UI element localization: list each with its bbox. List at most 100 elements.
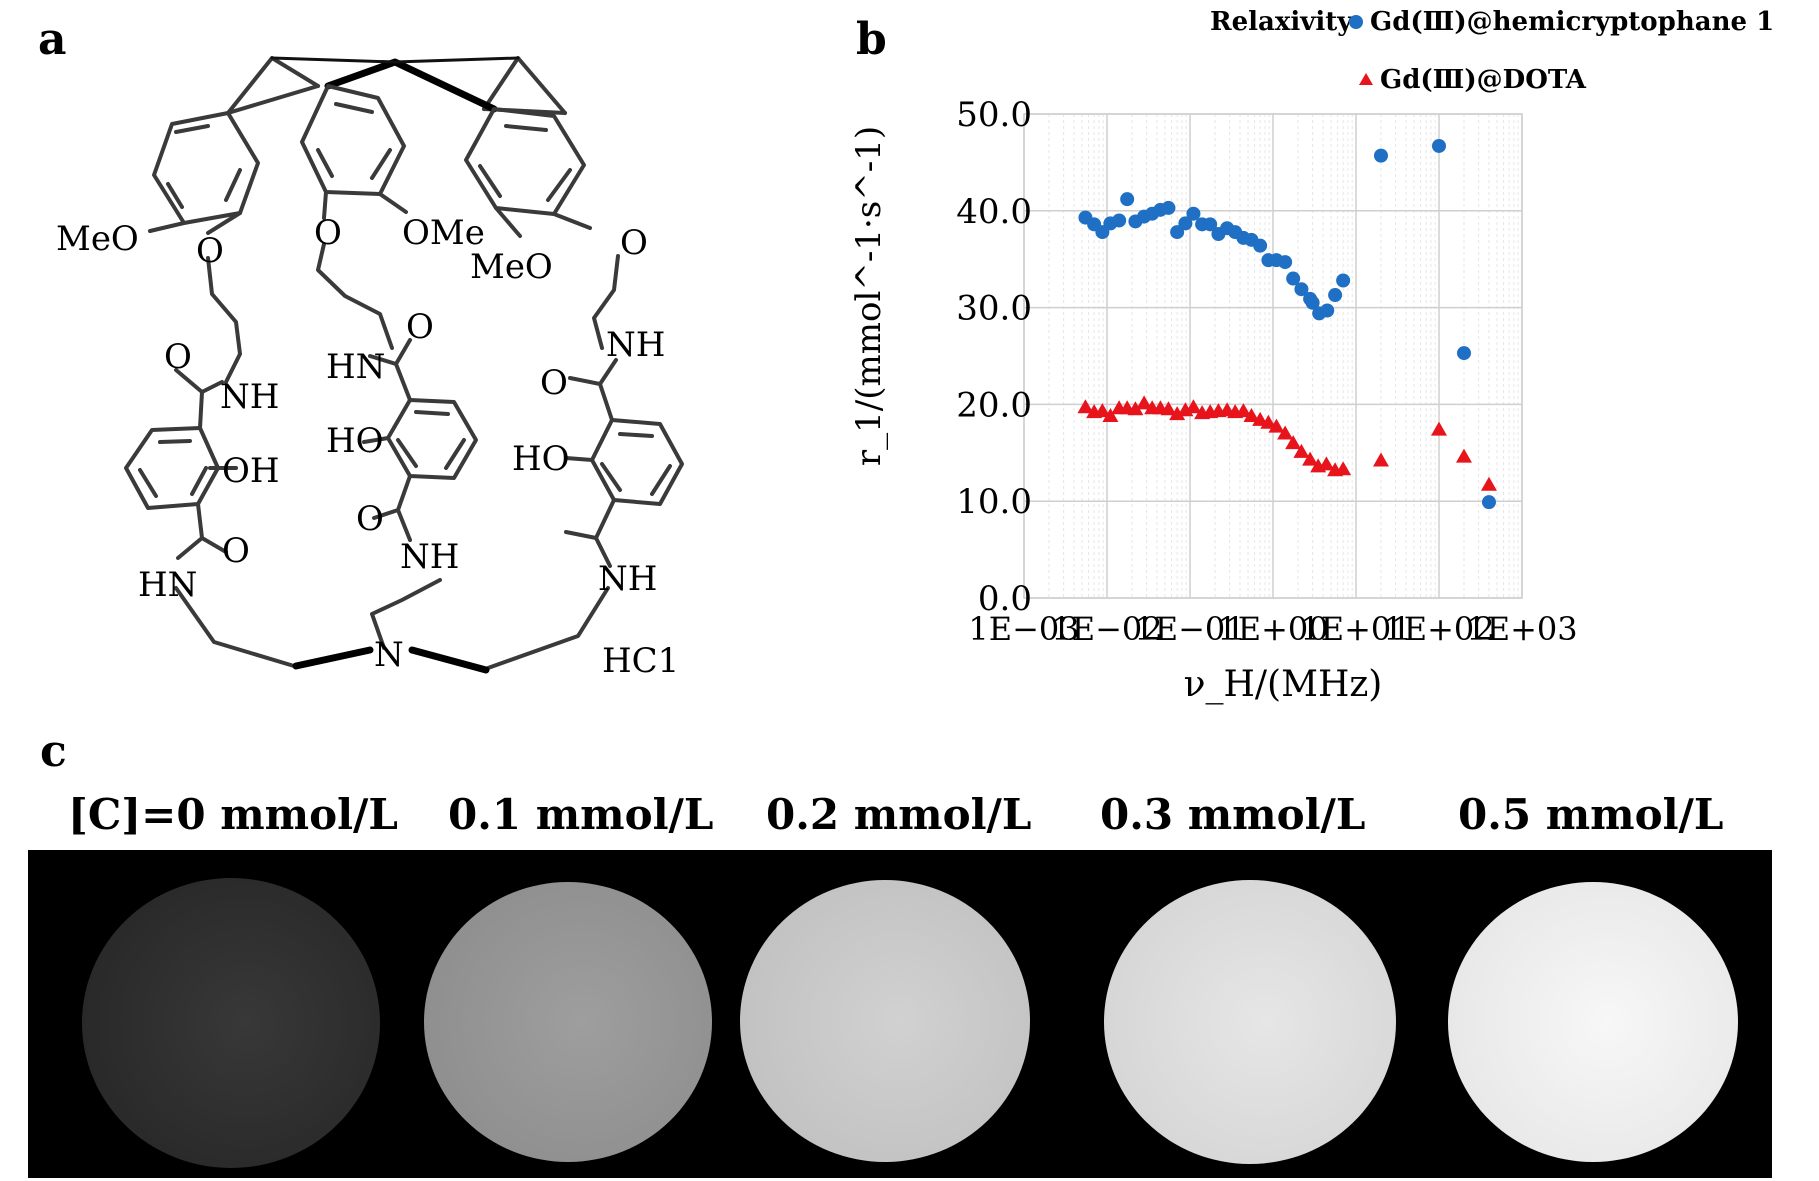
data-point-dota (1160, 401, 1177, 416)
data-point-dota (1455, 448, 1472, 463)
data-point-hemicryptophane (1456, 346, 1471, 361)
data-point-dota (1431, 421, 1447, 436)
atom-label: O (222, 531, 250, 571)
y-tick-label: 0.0 (978, 579, 1032, 619)
data-point-dota (1318, 456, 1335, 471)
y-axis-label: r_1/(mmol^-1·s^-1) (849, 126, 889, 466)
atom-label: HO (512, 439, 570, 479)
x-axis-label: ν_H/(MHz) (1184, 664, 1383, 705)
concentration-label: 0.1 mmol/L (448, 790, 714, 839)
legend-marker-circle (1349, 15, 1363, 29)
data-point-hemicryptophane (1320, 303, 1335, 318)
data-point-hemicryptophane (1373, 148, 1388, 163)
y-tick-label: 10.0 (956, 482, 1032, 522)
panel-letter-b: b (856, 14, 887, 65)
data-point-dota (1302, 451, 1319, 466)
atom-label: O (314, 213, 342, 253)
data-point-hemicryptophane (1286, 271, 1301, 286)
data-point-hemicryptophane (1278, 255, 1293, 270)
atom-label: N (374, 635, 404, 675)
data-point-dota (1169, 406, 1186, 421)
compound-label: HC1 (602, 641, 679, 681)
data-point-dota (1335, 461, 1352, 476)
data-point-hemicryptophane (1294, 282, 1309, 297)
data-point-hemicryptophane (1112, 213, 1127, 228)
atom-label: MeO (56, 219, 139, 259)
atom-label: O (164, 337, 192, 377)
hc1-structure: MeO O O OMe MeO O O NH HN O NH HO HO OH … (56, 56, 684, 681)
atom-label: O (540, 363, 568, 403)
data-point-dota (1235, 403, 1252, 418)
panel-a: a (0, 0, 840, 720)
atom-label: O (356, 499, 384, 539)
data-point-dota (1136, 395, 1153, 410)
legend-entry: Gd(Ⅲ)@DOTA (1380, 65, 1587, 95)
data-point-dota (1372, 452, 1389, 467)
mri-phantom (740, 880, 1030, 1162)
plot-area (1023, 113, 1523, 599)
data-point-hemicryptophane (1186, 206, 1201, 221)
x-tick-label: 1E+03 (1466, 610, 1577, 648)
data-point-hemicryptophane (1328, 288, 1343, 303)
mri-phantom (1104, 880, 1396, 1164)
x-tick-label: 1E+02 (1383, 610, 1494, 648)
data-point-hemicryptophane (1170, 225, 1185, 240)
data-point-dota (1277, 425, 1294, 440)
mri-image-strip (28, 850, 1772, 1178)
atom-label: OH (222, 451, 280, 491)
x-tick-label: 1E+01 (1300, 610, 1411, 648)
concentration-label: 0.5 mmol/L (1458, 790, 1724, 839)
data-point-hemicryptophane (1178, 216, 1193, 231)
atom-label: O (620, 223, 648, 263)
relaxivity-chart: 0.010.020.030.040.050.0 1E−031E−021E−011… (849, 7, 1774, 705)
concentration-label: [C]=0 mmol/L (68, 790, 398, 839)
atom-label: NH (606, 325, 665, 365)
atom-label: HN (326, 347, 385, 387)
atom-label: HO (326, 421, 384, 461)
panel-letter-a: a (38, 14, 67, 65)
y-tick-label: 50.0 (956, 95, 1032, 135)
data-point-dota (1480, 476, 1497, 491)
x-tick-label: 1E−03 (968, 610, 1079, 648)
data-point-hemicryptophane (1336, 273, 1351, 288)
legend-entry: Gd(Ⅲ)@hemicryptophane 1 (1370, 7, 1774, 37)
y-tick-label: 40.0 (956, 192, 1032, 232)
y-tick-label: 20.0 (956, 385, 1032, 425)
concentration-label: 0.2 mmol/L (766, 790, 1032, 839)
x-tick-label: 1E−01 (1134, 610, 1245, 648)
panel-c: c [C]=0 mmol/L 0.1 mmol/L 0.2 mmol/L 0.3… (0, 720, 1819, 1181)
y-tick-label: 30.0 (956, 289, 1032, 329)
data-point-dota (1260, 414, 1277, 429)
atom-label: O (196, 231, 224, 271)
data-point-hemicryptophane (1432, 138, 1446, 153)
data-point-dota (1185, 399, 1202, 414)
mri-phantom (82, 878, 380, 1168)
data-point-hemicryptophane (1305, 295, 1320, 310)
atom-label: MeO (470, 247, 553, 287)
x-tick-label: 1E−02 (1051, 610, 1162, 648)
legend-marker-triangle (1359, 73, 1373, 85)
data-point-hemicryptophane (1120, 192, 1135, 207)
mri-phantom (424, 882, 712, 1162)
x-tick-label: 1E+00 (1217, 610, 1328, 648)
data-point-hemicryptophane (1203, 217, 1218, 232)
data-point-hemicryptophane (1481, 495, 1496, 510)
data-point-dota (1127, 401, 1144, 416)
atom-label: NH (400, 537, 459, 577)
data-point-dota (1102, 408, 1119, 423)
data-point-dota (1268, 418, 1285, 433)
mri-phantom (1448, 882, 1738, 1162)
data-point-hemicryptophane (1161, 200, 1176, 215)
panel-b: b 0.0 10.0 20.0 30.0 40.0 50.0 1E−03 1E−02 1E−0… (840, 0, 1819, 720)
data-point-dota (1293, 443, 1310, 458)
atom-label: NH (598, 559, 657, 599)
data-point-dota (1077, 399, 1094, 414)
data-point-dota (1094, 403, 1111, 418)
data-point-hemicryptophane (1253, 238, 1268, 253)
atom-label: HN (138, 565, 197, 605)
atom-label: NH (220, 377, 279, 417)
data-point-dota (1285, 435, 1302, 450)
panel-letter-c: c (40, 726, 67, 777)
atom-label: OMe (402, 213, 485, 253)
concentration-label: 0.3 mmol/L (1100, 790, 1366, 839)
